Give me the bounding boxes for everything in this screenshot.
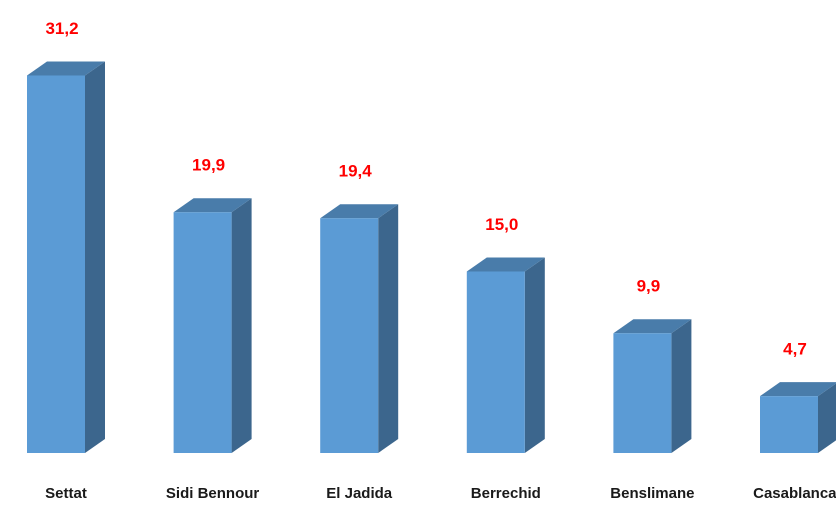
value-label: 19,4	[339, 162, 373, 181]
bar-top	[173, 198, 252, 213]
bar-front	[613, 333, 672, 453]
bar-front	[173, 212, 232, 453]
bar-side	[524, 257, 545, 453]
x-tick-label: Benslimane	[610, 485, 694, 502]
bar	[173, 198, 252, 453]
bar-top	[613, 319, 692, 334]
x-tick-label: El Jadida	[326, 485, 393, 502]
x-tick-label: Casablanca5	[753, 485, 836, 502]
bar-top	[466, 257, 545, 272]
bar-top	[760, 382, 836, 397]
bar-side	[378, 204, 399, 453]
bar-top	[320, 204, 399, 219]
value-label: 15,0	[485, 215, 518, 234]
bar-front	[760, 396, 818, 453]
bar-side	[231, 198, 252, 453]
bar	[27, 61, 105, 453]
value-label: 19,9	[192, 156, 225, 175]
value-label: 31,2	[45, 19, 78, 38]
x-tick-label: Sidi Bennour	[166, 485, 259, 502]
value-label: 4,7	[783, 340, 807, 359]
x-tick-label: Settat	[45, 485, 87, 502]
bar	[466, 257, 545, 453]
x-tick-label: Berrechid	[471, 485, 541, 502]
bar-top	[27, 61, 105, 76]
bar	[760, 382, 836, 453]
bar-side	[818, 383, 836, 453]
bar-front	[27, 75, 85, 453]
bar-front	[320, 218, 379, 453]
bar-side	[85, 61, 105, 453]
bar-side	[671, 319, 692, 453]
bar	[613, 319, 692, 453]
bar	[320, 204, 399, 453]
value-label: 9,9	[637, 277, 661, 296]
bar-front	[466, 271, 525, 453]
